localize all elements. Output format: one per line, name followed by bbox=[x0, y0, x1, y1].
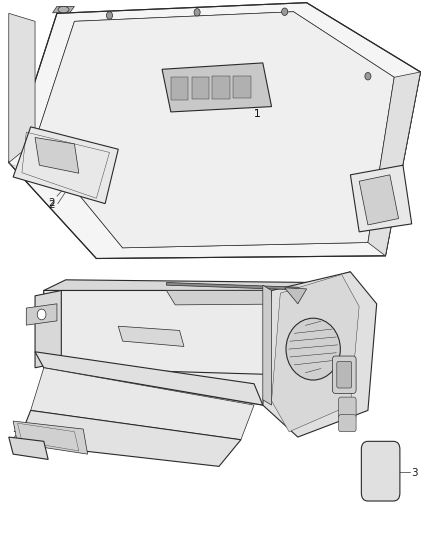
Polygon shape bbox=[118, 326, 184, 346]
Polygon shape bbox=[192, 77, 209, 99]
Polygon shape bbox=[31, 368, 254, 440]
FancyBboxPatch shape bbox=[339, 415, 356, 432]
Text: 1: 1 bbox=[405, 209, 412, 219]
Text: 1: 1 bbox=[405, 209, 412, 219]
Polygon shape bbox=[44, 290, 315, 405]
Polygon shape bbox=[9, 437, 48, 459]
Polygon shape bbox=[9, 13, 35, 163]
Polygon shape bbox=[35, 12, 394, 248]
Polygon shape bbox=[26, 304, 57, 325]
Circle shape bbox=[365, 72, 371, 80]
FancyBboxPatch shape bbox=[339, 397, 356, 418]
Text: 2: 2 bbox=[48, 198, 55, 207]
Polygon shape bbox=[53, 6, 74, 13]
Polygon shape bbox=[162, 63, 272, 112]
Text: 3: 3 bbox=[411, 468, 417, 478]
Polygon shape bbox=[35, 138, 79, 173]
Polygon shape bbox=[233, 76, 251, 99]
Polygon shape bbox=[44, 272, 350, 290]
Polygon shape bbox=[35, 352, 263, 405]
Text: 1: 1 bbox=[254, 109, 261, 118]
Ellipse shape bbox=[58, 6, 69, 13]
Polygon shape bbox=[285, 288, 307, 304]
Polygon shape bbox=[368, 72, 420, 256]
Text: 5: 5 bbox=[12, 424, 19, 434]
Text: 2: 2 bbox=[48, 200, 55, 210]
Text: 4: 4 bbox=[126, 368, 133, 378]
Polygon shape bbox=[359, 175, 399, 225]
Polygon shape bbox=[263, 272, 377, 437]
Circle shape bbox=[37, 309, 46, 320]
Polygon shape bbox=[272, 274, 359, 432]
Circle shape bbox=[282, 8, 288, 15]
Polygon shape bbox=[166, 282, 315, 290]
Circle shape bbox=[106, 12, 113, 19]
Polygon shape bbox=[35, 290, 61, 368]
FancyBboxPatch shape bbox=[361, 441, 400, 501]
FancyBboxPatch shape bbox=[337, 361, 352, 388]
Text: 1: 1 bbox=[254, 109, 261, 118]
Polygon shape bbox=[166, 290, 315, 305]
Circle shape bbox=[194, 9, 200, 16]
Text: 6: 6 bbox=[12, 435, 19, 445]
Polygon shape bbox=[9, 3, 420, 259]
Polygon shape bbox=[350, 165, 412, 232]
Polygon shape bbox=[212, 76, 230, 99]
Polygon shape bbox=[263, 285, 272, 405]
Polygon shape bbox=[44, 290, 315, 376]
Polygon shape bbox=[13, 127, 118, 204]
Polygon shape bbox=[171, 77, 188, 100]
Polygon shape bbox=[13, 421, 88, 454]
Ellipse shape bbox=[286, 318, 340, 380]
Polygon shape bbox=[18, 410, 241, 466]
FancyBboxPatch shape bbox=[332, 356, 356, 393]
